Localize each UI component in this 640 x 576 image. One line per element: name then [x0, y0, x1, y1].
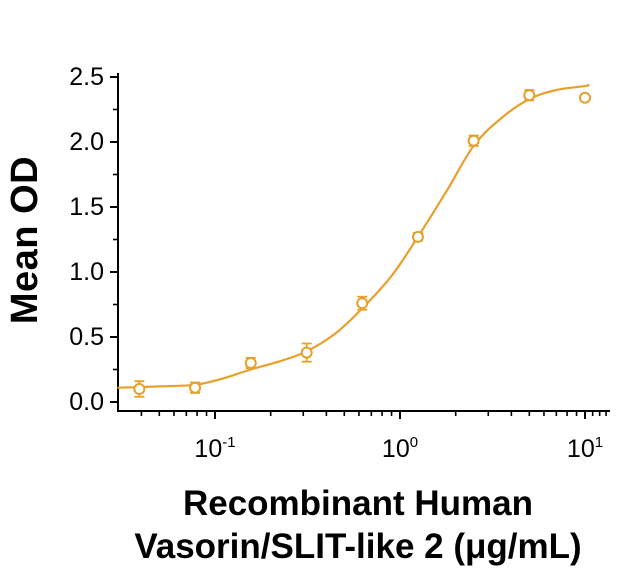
x-axis-title: Recombinant Human Vasorin/SLIT-like 2 (μ…	[70, 482, 640, 568]
x-tick-label: 100	[355, 434, 445, 464]
fit-curve-path	[117, 83, 590, 389]
x-tick-label: 10-1	[170, 434, 260, 464]
x-tick-base: 10	[381, 435, 410, 463]
y-tick-label: 1.5	[69, 193, 104, 221]
data-point-marker	[579, 91, 591, 104]
x-tick-label: 101	[540, 434, 630, 464]
y-tick-label: 2.5	[69, 63, 104, 91]
x-tick-exponent: 1	[594, 433, 604, 451]
data-point-marker	[411, 230, 424, 243]
x-axis-title-line1: Recombinant Human	[182, 484, 534, 523]
data-point-marker	[133, 383, 146, 395]
y-axis-label: Mean OD	[4, 155, 46, 325]
data-point-marker	[523, 89, 536, 102]
x-tick-base: 10	[566, 435, 595, 463]
x-axis-title-line2: Vasorin/SLIT-like 2 (μg/mL)	[134, 527, 582, 566]
x-tick-exponent: -1	[222, 433, 236, 451]
data-point-marker	[300, 346, 313, 359]
x-tick-exponent: 0	[409, 433, 419, 451]
x-tick-base: 10	[194, 435, 223, 463]
y-tick-label: 1.0	[69, 258, 104, 286]
y-tick-label: 0.0	[69, 388, 104, 416]
y-tick-label: 0.5	[69, 323, 104, 351]
data-point-marker	[189, 381, 202, 394]
data-point-marker	[467, 134, 480, 147]
y-tick-label: 2.0	[69, 128, 104, 156]
data-point-marker	[244, 357, 257, 369]
data-point-marker	[356, 297, 369, 310]
